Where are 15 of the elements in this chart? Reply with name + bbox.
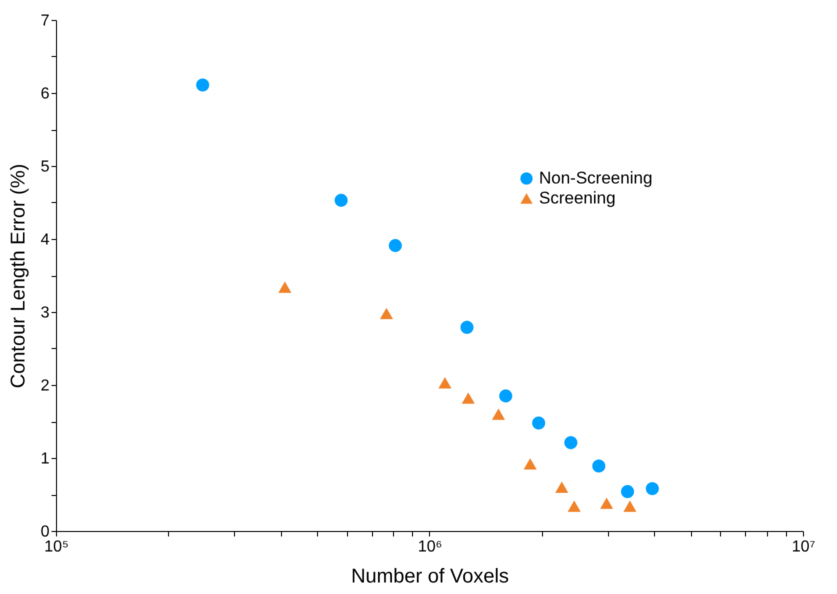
x-tick-label: 10⁷: [792, 538, 816, 556]
y-tick-label: 2: [40, 378, 50, 394]
y-tick-label: 7: [40, 12, 50, 30]
x-tick-label: 10⁵: [44, 538, 69, 556]
y-tick-label: 4: [40, 232, 50, 248]
y-tick-label: 0: [40, 524, 50, 540]
x-tick-label: 10⁶: [418, 538, 442, 556]
y-tick-label: 5: [40, 158, 50, 176]
x-axis-title: Number of Voxels: [351, 566, 509, 588]
y-tick-label: 1: [40, 450, 50, 468]
y-tick-label: 3: [40, 304, 50, 322]
y-tick-label: 6: [40, 86, 50, 102]
legend-label: Non-Screening: [539, 168, 652, 188]
legend-label: Screening: [539, 188, 616, 208]
y-axis-title: Contour Length Error (%): [8, 164, 30, 388]
